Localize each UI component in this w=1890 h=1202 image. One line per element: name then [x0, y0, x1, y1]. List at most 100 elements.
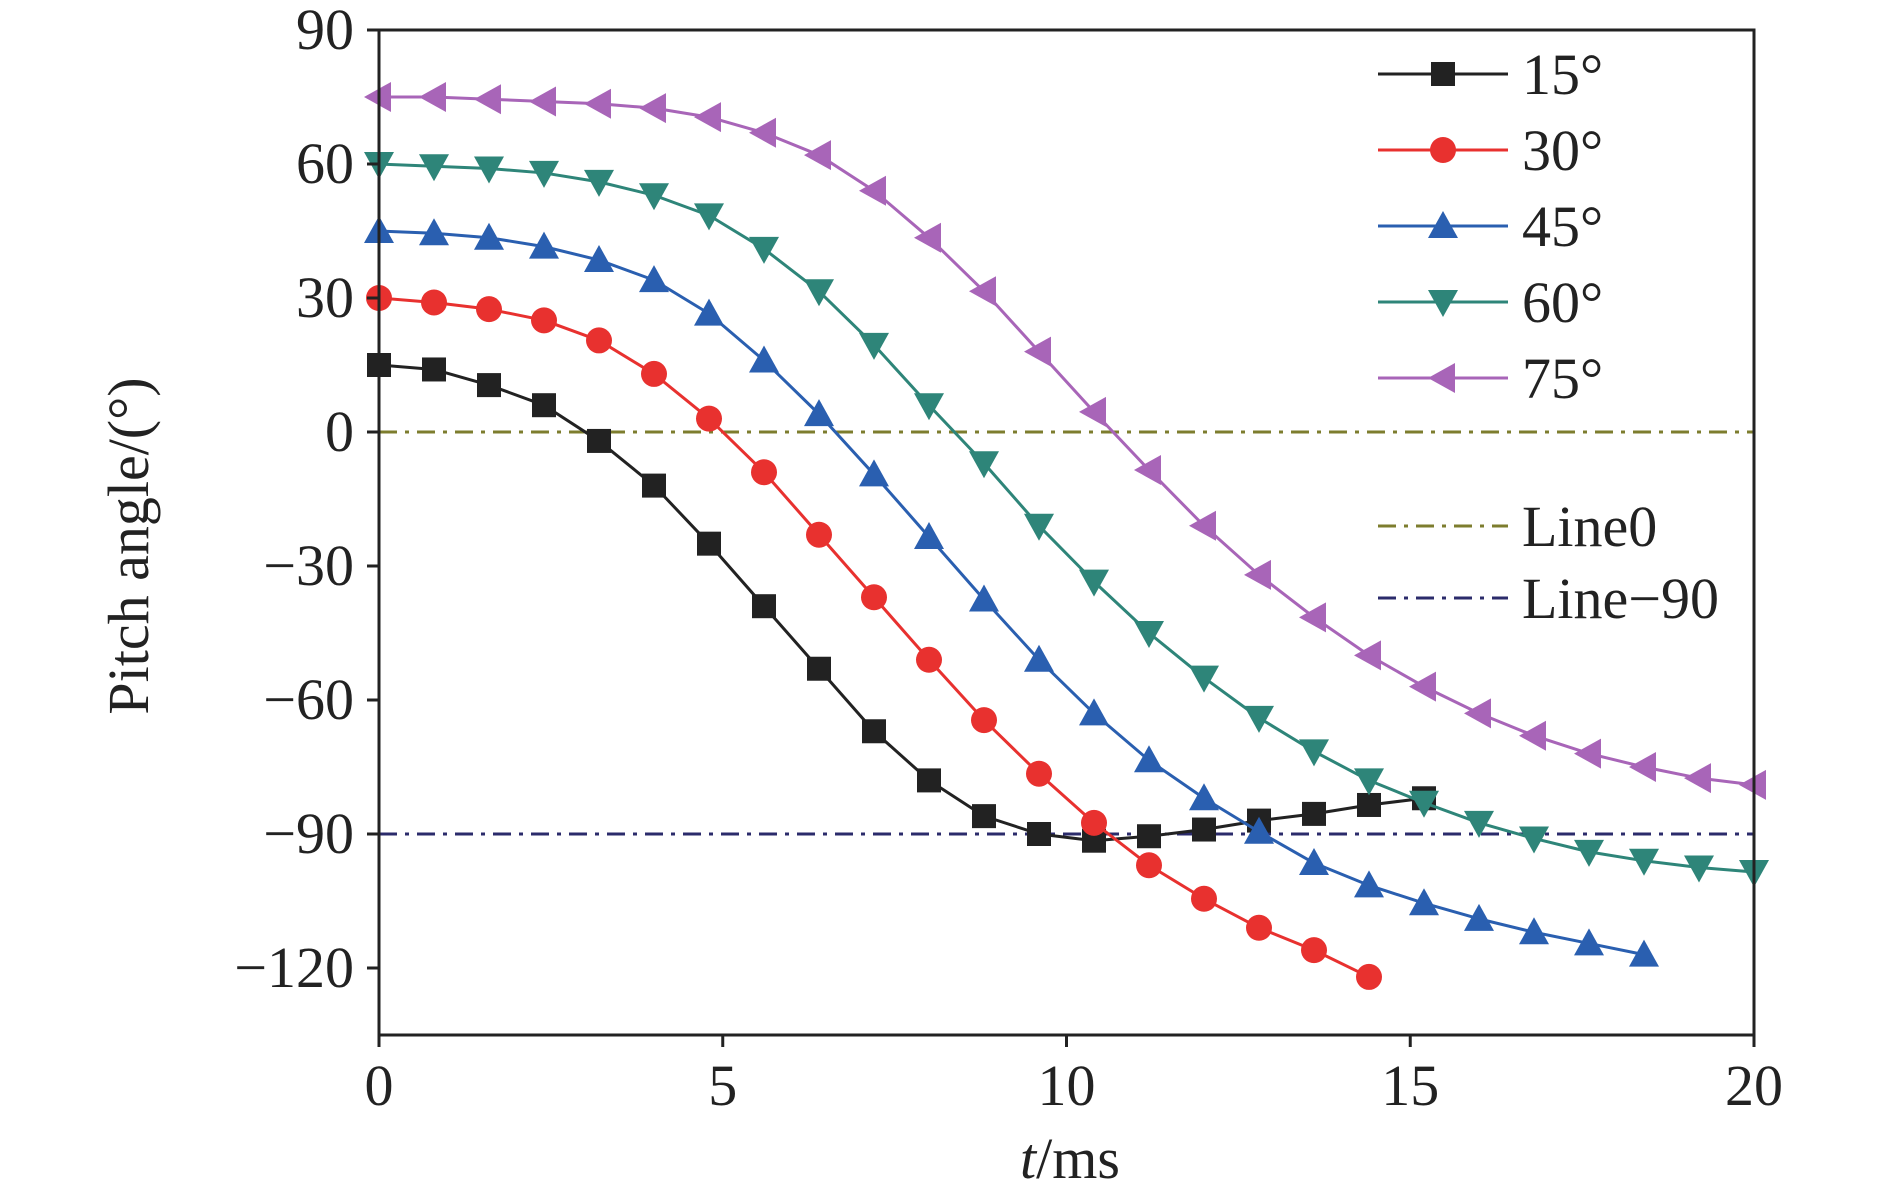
data-point	[914, 222, 941, 253]
data-point	[862, 719, 886, 744]
data-point	[1464, 903, 1494, 931]
data-point	[529, 231, 559, 259]
legend-label: Line0	[1522, 494, 1657, 559]
data-point	[474, 222, 504, 250]
data-point	[1574, 928, 1604, 956]
data-point	[1189, 665, 1219, 693]
legend-swatch-marker	[1428, 363, 1455, 393]
data-point	[1136, 852, 1162, 879]
x-tick-label: 0	[365, 1053, 394, 1118]
data-point	[1137, 824, 1161, 849]
data-point	[584, 169, 614, 197]
legend-entry-ref-1: Line0	[1378, 494, 1657, 559]
data-point	[694, 102, 721, 133]
data-point	[1079, 569, 1109, 597]
legend-entry-3: 45°	[1378, 194, 1603, 259]
data-point	[1024, 513, 1054, 541]
data-point	[1357, 792, 1381, 817]
data-point	[1026, 760, 1052, 787]
data-point	[1301, 937, 1327, 964]
data-point	[1134, 745, 1164, 773]
data-point	[751, 459, 777, 486]
data-point	[642, 473, 666, 498]
data-point	[639, 265, 669, 293]
legend-swatch-marker	[1428, 290, 1458, 317]
data-point	[1629, 939, 1659, 967]
legend: 15° 30° 45° 60° 75° Line0 Line−90	[1378, 42, 1719, 631]
series-5	[364, 82, 1766, 800]
data-point	[807, 656, 831, 681]
data-point	[586, 327, 612, 354]
data-point	[861, 584, 887, 611]
x-tick-label: 20	[1725, 1053, 1783, 1118]
data-point	[972, 804, 996, 829]
legend-label: 75°	[1522, 346, 1603, 411]
data-point	[804, 279, 834, 307]
data-point	[531, 307, 557, 334]
data-point	[1079, 698, 1109, 726]
legend-entry-4: 60°	[1378, 270, 1603, 335]
legend-label: 60°	[1522, 270, 1603, 335]
data-point	[1409, 888, 1439, 916]
reference-lines	[379, 430, 1754, 836]
data-point	[859, 459, 889, 487]
x-tick-label: 10	[1038, 1053, 1096, 1118]
x-tick-label: 15	[1381, 1053, 1439, 1118]
legend-swatch-marker	[1428, 211, 1458, 238]
data-point	[1192, 817, 1216, 842]
data-point	[752, 594, 776, 619]
data-point	[1354, 870, 1384, 898]
data-point	[1244, 816, 1274, 844]
axes: 0 5 10 15 20 90 60 30 0 −30 −60 −90 −120	[234, 0, 1783, 1118]
data-point	[422, 357, 446, 382]
legend-entry-1: 15°	[1378, 42, 1603, 107]
data-point	[1299, 739, 1329, 767]
data-point	[971, 707, 997, 734]
y-tick-label: −60	[263, 667, 354, 732]
data-point	[419, 218, 449, 246]
data-point	[1574, 738, 1601, 769]
data-point	[1409, 790, 1439, 818]
data-point	[1027, 822, 1051, 846]
data-point	[749, 345, 779, 373]
data-point	[749, 117, 776, 148]
data-point	[1519, 720, 1546, 751]
data-point	[859, 175, 886, 206]
y-tick-label: 30	[296, 265, 354, 330]
data-point	[1519, 917, 1549, 945]
legend-entry-2: 30°	[1378, 118, 1603, 183]
data-point	[1464, 698, 1491, 729]
data-point	[1409, 671, 1436, 702]
data-point	[474, 156, 504, 184]
data-point	[1079, 396, 1106, 427]
data-point	[532, 393, 556, 418]
data-point	[529, 86, 556, 117]
data-point	[1299, 848, 1329, 876]
data-point	[641, 360, 667, 387]
data-point	[1244, 705, 1274, 733]
data-point	[1191, 885, 1217, 912]
series-group	[364, 82, 1769, 990]
data-point	[584, 88, 611, 119]
data-point	[1189, 783, 1219, 811]
data-point	[1354, 768, 1384, 796]
data-point	[806, 521, 832, 548]
data-point	[1574, 839, 1604, 867]
series-1	[367, 353, 1436, 853]
data-point	[1629, 752, 1656, 782]
y-tick-label: −30	[263, 533, 354, 598]
data-point	[1244, 559, 1271, 590]
data-point	[1302, 801, 1326, 826]
legend-entry-ref-2: Line−90	[1378, 566, 1719, 631]
data-point	[419, 82, 446, 112]
legend-label: Line−90	[1522, 566, 1719, 631]
x-axis-title-italic: t	[1020, 1126, 1038, 1191]
data-point	[1356, 963, 1382, 990]
data-point	[859, 332, 889, 360]
data-point	[694, 203, 724, 231]
legend-entry-5: 75°	[1378, 346, 1603, 411]
y-tick-label: −90	[263, 801, 354, 866]
x-axis-title: t/ms	[1020, 1126, 1120, 1191]
series-line	[378, 363, 1425, 843]
